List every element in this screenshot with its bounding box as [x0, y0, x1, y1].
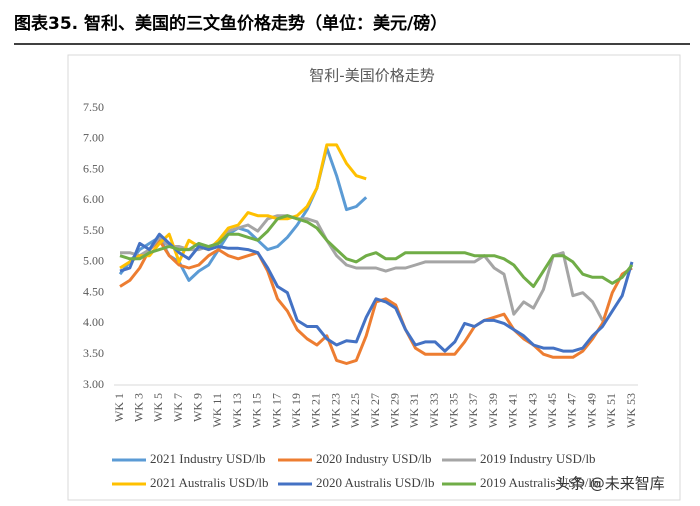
x-tick-label: WK 33: [427, 393, 441, 428]
x-tick-label: WK 19: [289, 393, 303, 428]
y-tick-label: 4.00: [83, 315, 104, 329]
x-tick-label: WK 53: [624, 393, 638, 428]
x-tick-label: WK 21: [309, 393, 323, 428]
x-tick-label: WK 15: [250, 393, 264, 428]
chart-frame: [67, 54, 681, 501]
x-tick-label: WK 11: [210, 393, 224, 428]
x-tick-label: WK 23: [328, 393, 342, 428]
x-tick-label: WK 35: [447, 393, 461, 428]
watermark: 头条 @未来智库: [555, 475, 665, 493]
legend-label: 2021 Industry USD/lb: [150, 451, 266, 466]
x-tick-label: WK 31: [407, 393, 421, 428]
legend-label: 2019 Industry USD/lb: [480, 451, 596, 466]
x-tick-label: WK 17: [269, 393, 283, 428]
x-tick-label: WK 29: [387, 393, 401, 428]
y-tick-label: 5.50: [83, 223, 104, 237]
x-tick-label: WK 27: [368, 393, 382, 428]
series-line: [120, 214, 604, 322]
x-tick-label: WK 43: [525, 393, 539, 428]
x-tick-label: WK 13: [230, 393, 244, 428]
y-tick-label: 7.00: [83, 131, 104, 145]
x-tick-label: WK 51: [604, 393, 618, 428]
x-tick-label: WK 45: [545, 393, 559, 428]
figure-caption: 图表35. 智利、美国的三文鱼价格走势（单位：美元/磅）: [14, 13, 447, 34]
x-tick-label: WK 47: [565, 393, 579, 428]
x-tick-label: WK 5: [151, 393, 165, 422]
y-tick-label: 3.50: [83, 346, 104, 360]
x-tick-label: WK 3: [131, 393, 145, 422]
y-tick-label: 7.50: [83, 100, 104, 114]
x-tick-label: WK 25: [348, 393, 362, 428]
series-line: [119, 143, 367, 270]
y-tick-label: 6.00: [83, 192, 104, 206]
x-tick-label: WK 49: [584, 393, 598, 428]
x-tick-label: WK 41: [506, 393, 520, 428]
y-tick-label: 6.50: [83, 161, 104, 175]
legend-label: 2020 Australis USD/lb: [316, 475, 434, 490]
x-tick-label: WK 37: [466, 393, 480, 428]
x-tick-label: WK 9: [191, 393, 205, 422]
y-tick-label: 4.50: [83, 284, 104, 298]
x-tick-label: WK 39: [486, 393, 500, 428]
y-tick-label: 5.00: [83, 254, 104, 268]
y-tick-label: 3.00: [83, 377, 104, 391]
chart-title: 智利-美国价格走势: [309, 67, 434, 85]
series-line: [119, 214, 634, 288]
legend-label: 2020 Industry USD/lb: [316, 451, 432, 466]
x-tick-label: WK 7: [171, 393, 185, 422]
legend-label: 2021 Australis USD/lb: [150, 475, 268, 490]
legend-label: 2019 Australis USD/lb: [480, 475, 598, 490]
series-line: [119, 232, 634, 353]
x-tick-label: WK 1: [112, 393, 126, 422]
